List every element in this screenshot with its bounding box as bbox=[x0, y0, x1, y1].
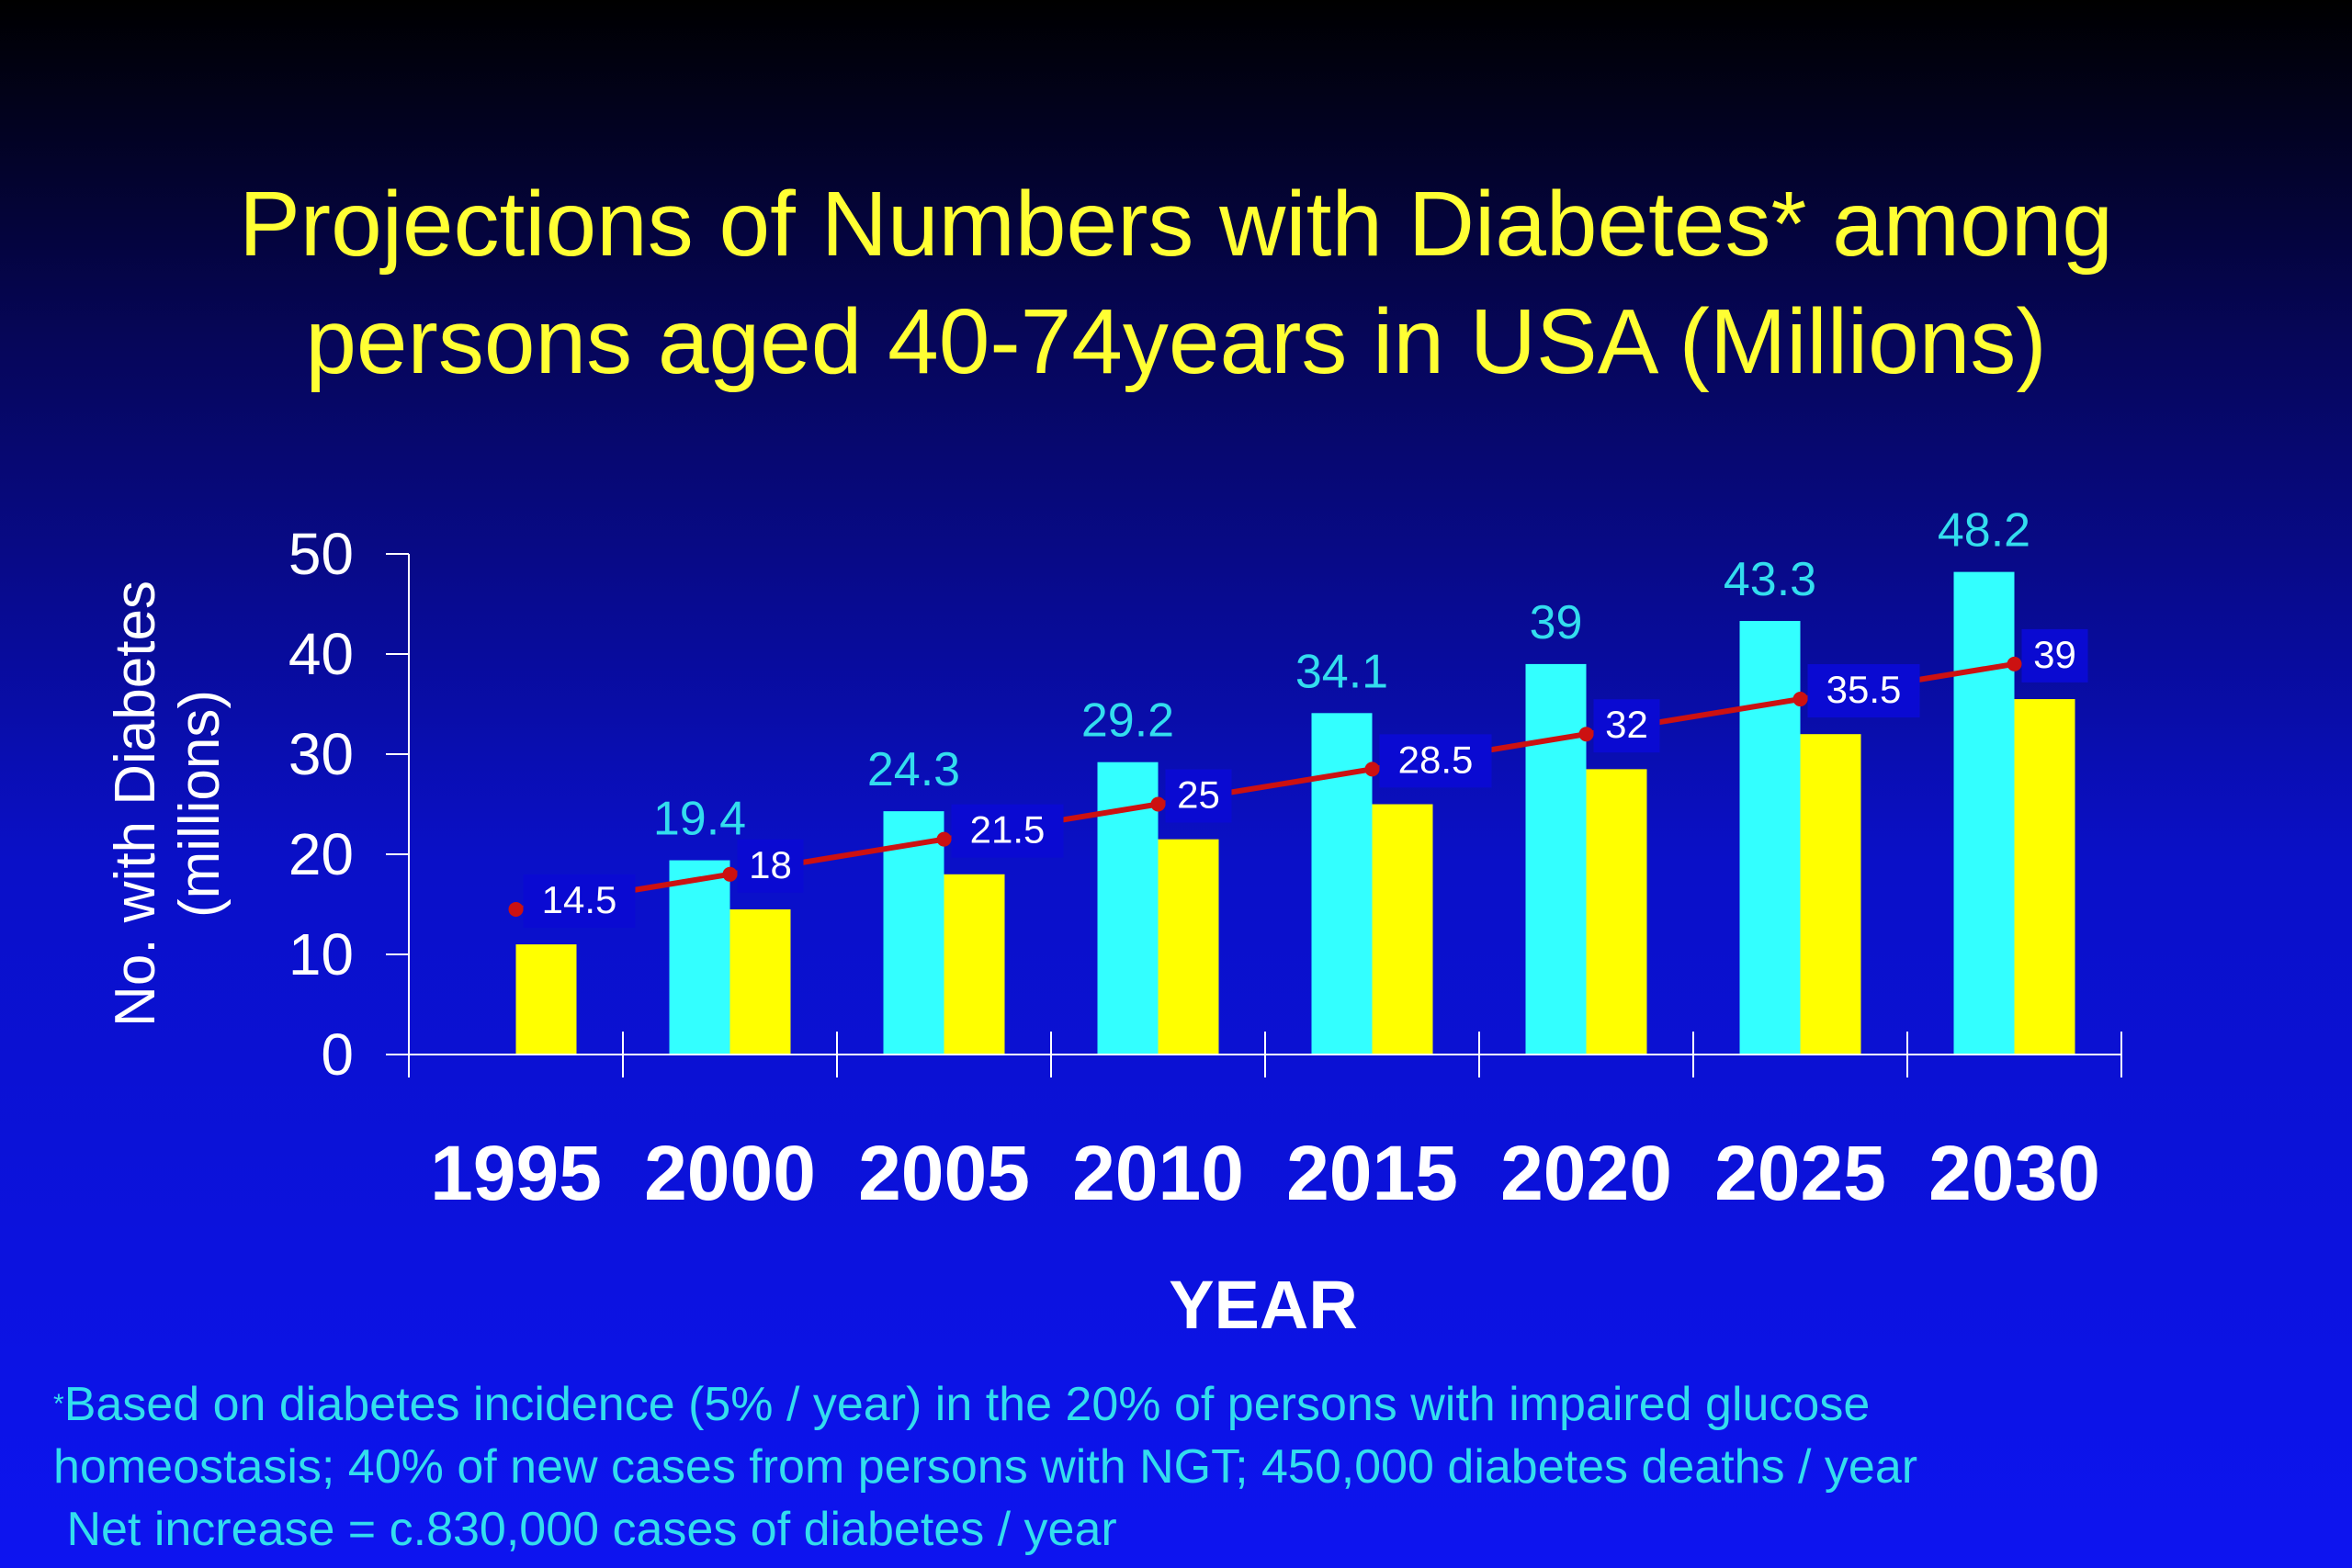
footnote: *Based on diabetes incidence (5% / year)… bbox=[53, 1373, 2304, 1561]
footnote-line-1-text: Based on diabetes incidence (5% / year) … bbox=[63, 1378, 1871, 1431]
trend-label-box-2025 bbox=[1807, 664, 1920, 718]
trend-point-2025 bbox=[1792, 692, 1808, 707]
trend-label-box-2000 bbox=[737, 839, 804, 893]
trend-label-2020: 32 bbox=[1605, 703, 1648, 746]
y-tick-label-20: 20 bbox=[288, 821, 354, 887]
y-tick-label-0: 0 bbox=[321, 1021, 354, 1088]
trend-point-2030 bbox=[2007, 656, 2022, 671]
footnote-line-3: Net increase = c.830,000 cases of diabet… bbox=[53, 1503, 1117, 1556]
trend-label-2000: 18 bbox=[749, 843, 792, 886]
footnote-line-2: homeostasis; 40% of new cases from perso… bbox=[53, 1440, 1918, 1494]
chart-title-line-2: persons aged 40-74years in USA (Millions… bbox=[305, 290, 2047, 393]
trend-point-2000 bbox=[722, 866, 738, 882]
bar-cyan-2025 bbox=[1739, 621, 1801, 1055]
trend-point-2015 bbox=[1364, 761, 1380, 777]
y-axis-title-line-2: (millions) bbox=[168, 690, 232, 918]
trend-label-1995: 14.5 bbox=[542, 878, 617, 921]
bar-yellow-2000 bbox=[729, 908, 791, 1055]
x-axis-title: YEAR bbox=[1169, 1267, 1358, 1341]
y-tick-label-30: 30 bbox=[288, 721, 354, 787]
trend-label-box-1995 bbox=[523, 874, 636, 928]
trend-label-2005: 21.5 bbox=[970, 808, 1046, 852]
bar-yellow-2015 bbox=[1372, 804, 1433, 1055]
bar-cyan-2030 bbox=[1953, 571, 2015, 1055]
x-tick-label-2030: 2030 bbox=[1928, 1130, 2100, 1216]
bar-yellow-2020 bbox=[1586, 769, 1647, 1055]
bar-yellow-2030 bbox=[2014, 699, 2075, 1055]
trend-label-box-2015 bbox=[1379, 734, 1492, 788]
trend-label-2025: 35.5 bbox=[1826, 668, 1902, 711]
data-label-cyan-2020: 39 bbox=[1530, 596, 1583, 649]
trend-point-1995 bbox=[508, 901, 524, 917]
x-tick-label-2015: 2015 bbox=[1286, 1130, 1458, 1216]
bar-cyan-2020 bbox=[1525, 663, 1587, 1055]
trend-label-box-2010 bbox=[1165, 769, 1232, 823]
trend-label-2015: 28.5 bbox=[1398, 738, 1474, 781]
x-tick-label-2020: 2020 bbox=[1500, 1130, 1672, 1216]
x-tick-label-1995: 1995 bbox=[430, 1130, 602, 1216]
data-label-cyan-2005: 24.3 bbox=[867, 743, 960, 796]
trend-point-2005 bbox=[936, 831, 952, 847]
x-tick-label-2005: 2005 bbox=[858, 1130, 1030, 1216]
footnote-line-1: *Based on diabetes incidence (5% / year)… bbox=[53, 1373, 2304, 1436]
trend-label-box-2005 bbox=[951, 804, 1064, 858]
bar-yellow-2005 bbox=[944, 874, 1005, 1055]
bar-yellow-2010 bbox=[1158, 839, 1219, 1055]
x-tick-label-2000: 2000 bbox=[644, 1130, 816, 1216]
bar-cyan-2005 bbox=[883, 811, 944, 1055]
trend-label-box-2030 bbox=[2021, 628, 2088, 682]
chart-title-line-1: Projections of Numbers with Diabetes* am… bbox=[239, 173, 2113, 276]
data-label-cyan-2025: 43.3 bbox=[1724, 553, 1816, 606]
trend-label-2030: 39 bbox=[2033, 633, 2076, 676]
data-label-cyan-2015: 34.1 bbox=[1295, 645, 1388, 698]
data-label-cyan-2000: 19.4 bbox=[653, 793, 746, 846]
trend-label-box-2020 bbox=[1593, 699, 1660, 753]
trend-label-2010: 25 bbox=[1177, 773, 1220, 817]
y-tick-label-10: 10 bbox=[288, 921, 354, 987]
x-tick-label-2025: 2025 bbox=[1714, 1130, 1886, 1216]
data-label-cyan-2010: 29.2 bbox=[1081, 694, 1174, 748]
trend-point-2010 bbox=[1150, 796, 1166, 812]
bar-cyan-2000 bbox=[669, 860, 730, 1055]
y-axis-title-line-1: No. with Diabetes bbox=[104, 581, 167, 1027]
data-label-cyan-2030: 48.2 bbox=[1938, 504, 2030, 558]
bar-yellow-1995 bbox=[515, 944, 577, 1055]
y-tick-label-40: 40 bbox=[288, 621, 354, 687]
footnote-marker: * bbox=[53, 1389, 64, 1419]
chart-title: Projections of Numbers with Diabetes* am… bbox=[0, 165, 2352, 400]
trend-point-2020 bbox=[1578, 727, 1594, 742]
bar-yellow-2025 bbox=[1800, 734, 1861, 1055]
bar-cyan-2015 bbox=[1311, 713, 1373, 1055]
x-tick-label-2010: 2010 bbox=[1072, 1130, 1244, 1216]
y-tick-label-50: 50 bbox=[288, 521, 354, 587]
